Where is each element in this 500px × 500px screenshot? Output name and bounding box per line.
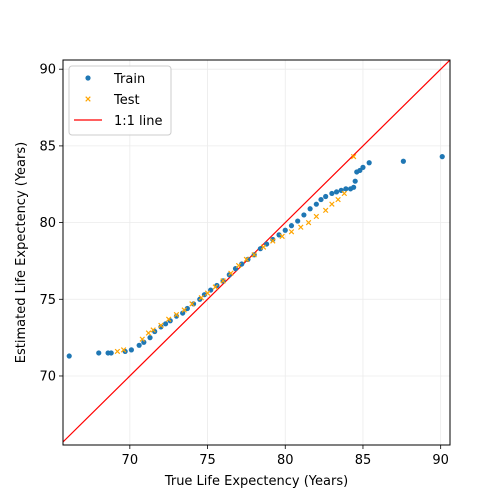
test-point-14 bbox=[228, 270, 234, 276]
legend-ref-line-label: 1:1 line bbox=[114, 114, 163, 129]
test-point-4 bbox=[150, 327, 156, 333]
x-tick-label-2: 80 bbox=[277, 453, 294, 468]
test-point-22 bbox=[298, 224, 304, 230]
train-point-15 bbox=[184, 305, 190, 312]
test-point-5 bbox=[158, 322, 164, 329]
y-tick-label-2: 80 bbox=[39, 216, 56, 231]
grid-lines bbox=[63, 60, 450, 445]
train-point-32 bbox=[288, 223, 295, 229]
test-point-18 bbox=[260, 244, 267, 250]
train-point-6 bbox=[136, 342, 142, 348]
train-point-8 bbox=[147, 335, 153, 341]
test-point-2 bbox=[139, 336, 145, 342]
test-point-16 bbox=[243, 256, 250, 263]
data-points-layer bbox=[66, 153, 445, 359]
test-point-24 bbox=[313, 213, 320, 220]
test-point-8 bbox=[181, 307, 187, 313]
train-point-34 bbox=[301, 212, 307, 218]
train-point-13 bbox=[173, 313, 180, 319]
test-point-26 bbox=[329, 201, 335, 207]
x-tick-label-0: 70 bbox=[122, 453, 139, 468]
x-axis-label: True Life Expectency (Years) bbox=[164, 474, 348, 489]
train-point-3 bbox=[108, 350, 114, 356]
test-point-6 bbox=[165, 316, 172, 322]
train-point-0 bbox=[66, 353, 72, 359]
test-point-27 bbox=[335, 196, 341, 203]
train-point-7 bbox=[141, 339, 147, 345]
train-point-11 bbox=[162, 321, 169, 327]
test-point-19 bbox=[270, 238, 276, 244]
test-point-20 bbox=[279, 233, 285, 240]
test-point-15 bbox=[235, 262, 242, 269]
legend-test-x-glyph bbox=[85, 96, 91, 102]
train-point-38 bbox=[323, 193, 329, 200]
test-point-21 bbox=[288, 229, 295, 235]
train-point-37 bbox=[318, 196, 324, 203]
legend-train-marker bbox=[85, 75, 91, 81]
train-point-39 bbox=[329, 190, 335, 197]
x-tick-label-4: 90 bbox=[432, 453, 449, 468]
y-tick-label-3: 85 bbox=[39, 139, 56, 154]
train-point-31 bbox=[282, 227, 288, 233]
train-point-5 bbox=[128, 347, 134, 353]
test-point-12 bbox=[212, 284, 219, 290]
train-point-48 bbox=[360, 164, 366, 170]
legend-test-label: Test bbox=[113, 93, 140, 108]
legend: Train Test 1:1 line bbox=[68, 65, 172, 136]
train-point-27 bbox=[257, 246, 263, 252]
train-point-36 bbox=[313, 201, 319, 207]
legend-test-marker bbox=[85, 96, 91, 102]
y-tick-label-4: 90 bbox=[39, 63, 56, 78]
test-point-3 bbox=[145, 330, 152, 336]
test-point-28 bbox=[341, 190, 348, 197]
test-point-23 bbox=[305, 219, 312, 226]
train-point-14 bbox=[180, 310, 186, 316]
train-point-50 bbox=[400, 158, 406, 164]
test-point-0 bbox=[114, 348, 121, 355]
x-tick-label-3: 85 bbox=[355, 453, 372, 468]
train-point-30 bbox=[276, 232, 282, 238]
train-point-40 bbox=[333, 189, 340, 195]
train-point-45 bbox=[352, 178, 358, 184]
test-point-11 bbox=[204, 290, 211, 296]
test-point-9 bbox=[189, 301, 195, 307]
test-point-25 bbox=[322, 207, 329, 214]
legend-train-label: Train bbox=[113, 72, 145, 87]
x-tick-label-1: 75 bbox=[199, 453, 216, 468]
train-point-24 bbox=[239, 261, 245, 267]
train-point-35 bbox=[307, 206, 313, 212]
test-point-29 bbox=[350, 153, 357, 160]
train-point-42 bbox=[343, 186, 349, 192]
train-point-33 bbox=[295, 218, 301, 224]
plot-area-frame bbox=[62, 59, 451, 446]
train-point-10 bbox=[158, 324, 164, 330]
train-point-44 bbox=[351, 184, 357, 190]
test-point-17 bbox=[251, 252, 257, 258]
train-point-49 bbox=[366, 160, 372, 166]
train-point-51 bbox=[439, 154, 445, 160]
axis-ticks: 70 75 80 85 90 70 75 80 85 90 bbox=[39, 63, 448, 468]
legend-box bbox=[68, 65, 172, 136]
y-tick-label-1: 75 bbox=[39, 293, 56, 308]
train-point-29 bbox=[270, 236, 276, 243]
train-point-16 bbox=[190, 301, 197, 307]
y-axis-label: Estimated Life Expectency (Years) bbox=[14, 142, 29, 363]
test-point-10 bbox=[198, 295, 205, 301]
test-point-7 bbox=[173, 311, 180, 318]
train-point-1 bbox=[96, 350, 102, 356]
y-tick-label-0: 70 bbox=[39, 369, 56, 384]
test-point-13 bbox=[220, 278, 226, 284]
train-point-25 bbox=[245, 256, 251, 263]
test-point-1 bbox=[120, 347, 127, 353]
